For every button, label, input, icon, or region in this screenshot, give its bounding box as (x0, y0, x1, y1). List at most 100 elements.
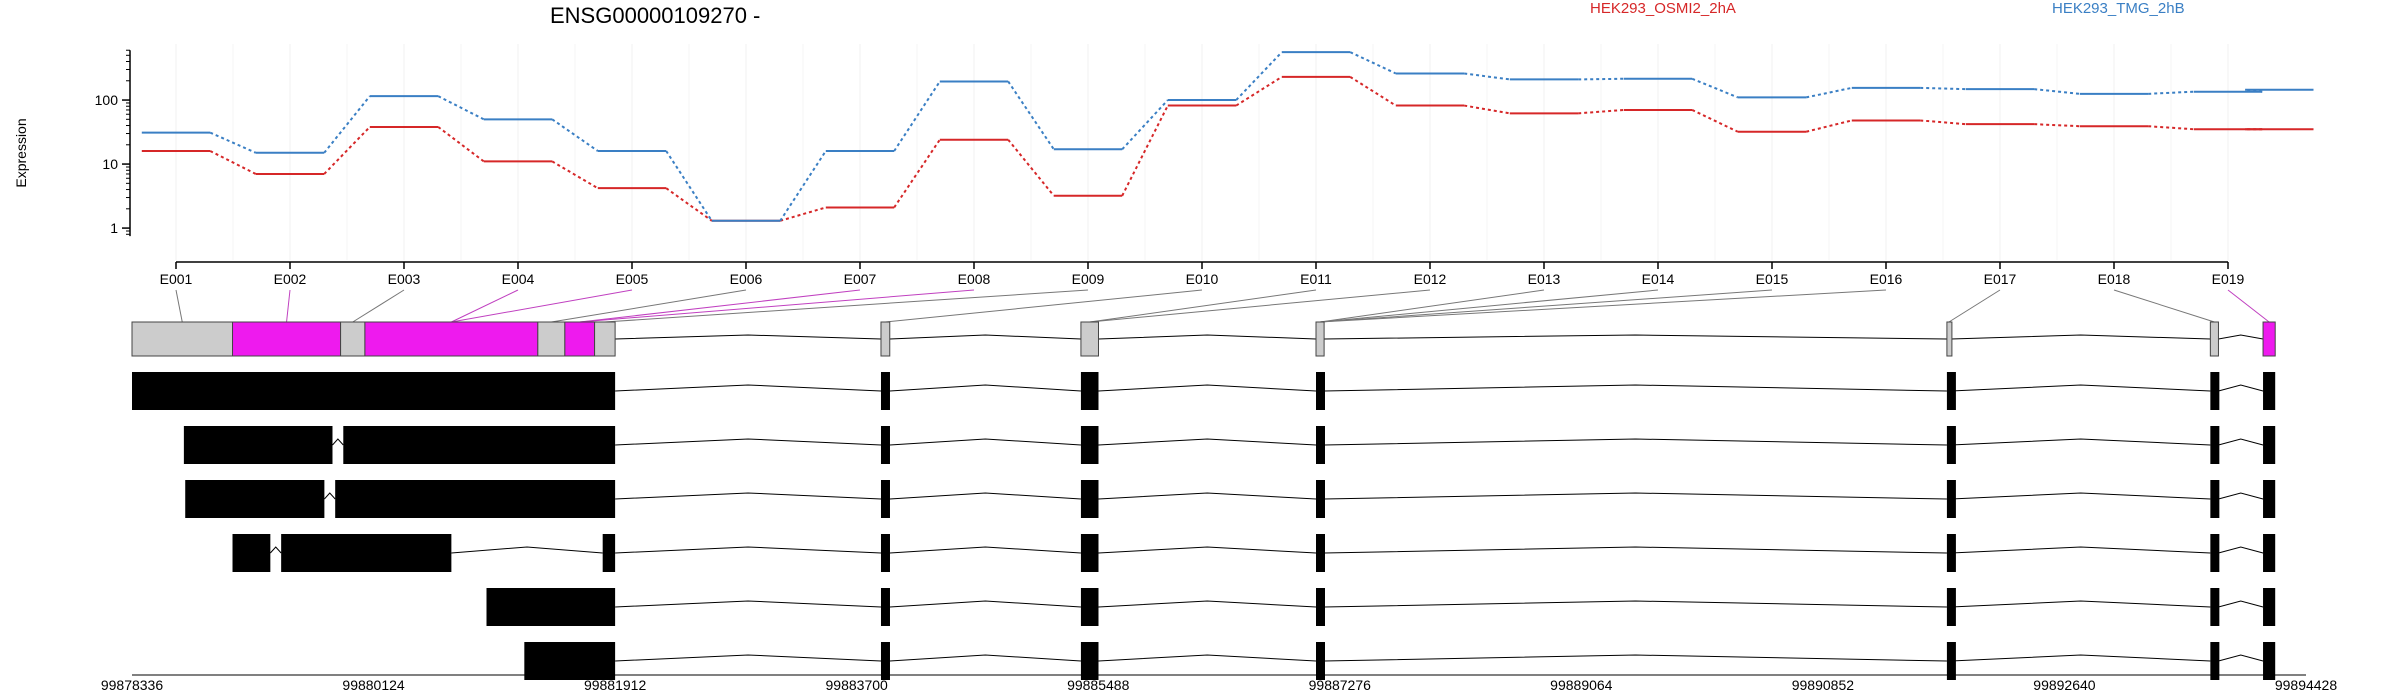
data-connector (1235, 51, 1283, 101)
transcript-intron (889, 492, 1081, 500)
transcript-intron (1324, 654, 1947, 662)
transcript-exon (1316, 372, 1326, 410)
transcript-exon (2210, 588, 2220, 626)
exon-connector (885, 289, 1203, 323)
transcript-intron (889, 654, 1081, 662)
transcript-intron (2218, 438, 2264, 446)
transcript-exon (1946, 480, 1956, 518)
data-connector (2034, 88, 2080, 95)
transcript-exon (343, 426, 616, 464)
transcript-exon (335, 480, 616, 518)
transcript-row (232, 534, 2276, 572)
data-connector (1121, 99, 1169, 150)
transcript-intron (1324, 438, 1947, 446)
transcript-exon (2210, 426, 2220, 464)
x-tick-label: E014 (1642, 271, 1675, 287)
data-connector (1691, 109, 1739, 133)
transcript-exon (1946, 426, 1956, 464)
exon-box (1946, 321, 1953, 357)
exon-connector (451, 289, 633, 323)
data-connector (779, 206, 827, 222)
exon-box (340, 321, 366, 357)
coord-tick-label: 99889064 (1550, 677, 1613, 693)
transcript-intron (1098, 654, 1317, 662)
x-tick-label: E015 (1756, 271, 1789, 287)
transcript-intron (1950, 546, 2211, 554)
legend-entry-tmg: HEK293_TMG_2hB (2052, 0, 2185, 17)
x-tick-label: E004 (502, 271, 535, 287)
data-connector (1349, 51, 1397, 75)
x-tick-label: E006 (730, 271, 763, 287)
transcript-intron (615, 546, 882, 554)
exon-connector (2113, 289, 2215, 323)
transcript-exon (1316, 480, 1326, 518)
exon-connector (1320, 289, 1659, 323)
transcript-exon (2263, 534, 2276, 572)
series-osmi2 (141, 75, 2314, 222)
exon-connector (1319, 289, 1545, 323)
exon-box (2262, 321, 2276, 357)
data-connector (1578, 108, 1624, 115)
x-tick-label: E003 (388, 271, 421, 287)
y-axis: 1 10 100 (95, 49, 131, 236)
exon-connector (1320, 289, 1773, 323)
transcript-exon (2210, 372, 2220, 410)
transcript-intron (1098, 492, 1317, 500)
transcript-intron (1324, 600, 1947, 608)
transcript-intron (1324, 546, 1947, 554)
coord-tick-label: 99885488 (1067, 677, 1130, 693)
transcript-exon (2263, 372, 2276, 410)
data-connector (1007, 139, 1055, 197)
transcript-exon (2263, 426, 2276, 464)
coord-tick-label: 99894428 (2275, 677, 2338, 693)
transcript-intron (1950, 384, 2211, 392)
data-connector (551, 160, 599, 190)
transcript-exon (880, 642, 890, 680)
transcript-row (132, 372, 2276, 410)
data-connector (323, 126, 371, 175)
x-tick-label: E017 (1984, 271, 2017, 287)
data-connector (1464, 72, 1510, 81)
transcript-intron (2218, 384, 2264, 392)
transcript-intron (2218, 492, 2264, 500)
intron-line (889, 334, 1081, 340)
transcript-intron (889, 600, 1081, 608)
x-tick-label: E012 (1414, 271, 1447, 287)
plot-series (141, 51, 2314, 222)
transcript-exon (1316, 588, 1326, 626)
transcript-exon (1080, 588, 1099, 626)
chart-title: ENSG00000109270 - (550, 3, 760, 28)
transcript-intron (1950, 654, 2211, 662)
coord-tick-label: 99880124 (342, 677, 405, 693)
coord-tick-label: 99890852 (1792, 677, 1855, 693)
x-tick-label: E010 (1186, 271, 1219, 287)
transcript-intron (2218, 600, 2264, 608)
transcript-row (185, 480, 2276, 518)
transcript-exon (524, 642, 616, 680)
transcript-intron (615, 384, 882, 392)
transcript-exon (880, 534, 890, 572)
data-connector (2148, 125, 2194, 131)
x-tick-label: E002 (274, 271, 307, 287)
data-connector (1235, 76, 1283, 107)
transcript-intron (1098, 438, 1317, 446)
transcript-intron (332, 438, 344, 446)
data-connector (437, 95, 485, 121)
transcript-exon (1316, 642, 1326, 680)
intron-line (1324, 334, 1947, 340)
exon-connector (1089, 289, 1317, 323)
y-axis-label: Expression (13, 118, 29, 187)
data-connector (1920, 119, 1966, 126)
exon-connector (579, 289, 861, 323)
exon-connector (2227, 289, 2270, 323)
transcript-intron (1950, 438, 2211, 446)
transcript-intron (889, 438, 1081, 446)
transcript-intron (1098, 384, 1317, 392)
transcript-exon (2263, 588, 2276, 626)
data-connector (209, 150, 257, 175)
transcript-intron (1324, 384, 1947, 392)
transcript-exon (1080, 426, 1099, 464)
transcript-intron (2218, 546, 2264, 554)
data-connector (1805, 119, 1853, 133)
